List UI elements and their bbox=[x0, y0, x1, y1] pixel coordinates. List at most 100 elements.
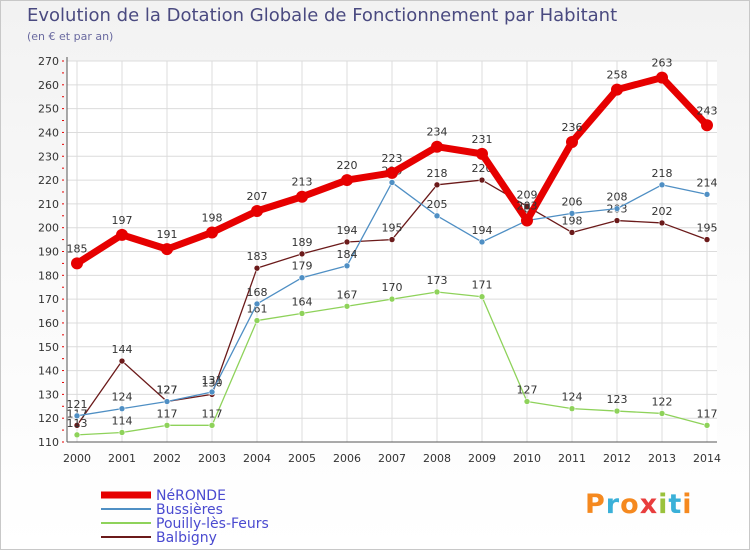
data-label: 121 bbox=[67, 398, 88, 411]
data-label: 127 bbox=[157, 384, 178, 397]
data-point bbox=[73, 431, 81, 439]
data-label: 220 bbox=[337, 159, 358, 172]
y-tick-label: 110 bbox=[38, 436, 59, 449]
y-tick-label: 270 bbox=[38, 55, 59, 68]
data-label: 223 bbox=[382, 152, 403, 165]
x-tick-label: 2010 bbox=[513, 452, 541, 465]
x-tick-label: 2014 bbox=[693, 452, 721, 465]
data-point bbox=[118, 357, 126, 365]
data-point bbox=[73, 422, 81, 429]
legend-label: Balbigny bbox=[156, 530, 217, 546]
x-tick-label: 2013 bbox=[648, 452, 676, 465]
data-label: 127 bbox=[517, 384, 538, 397]
data-label: 258 bbox=[607, 69, 628, 82]
data-label: 243 bbox=[697, 104, 718, 117]
data-label: 167 bbox=[337, 288, 358, 301]
data-point bbox=[658, 181, 666, 189]
data-point bbox=[433, 288, 441, 296]
data-point bbox=[568, 210, 576, 217]
data-label: 195 bbox=[382, 222, 403, 235]
data-point bbox=[298, 310, 306, 317]
data-label: 123 bbox=[607, 393, 628, 406]
data-label: 131 bbox=[202, 374, 223, 387]
data-point bbox=[521, 214, 533, 227]
data-point bbox=[163, 422, 171, 429]
data-point bbox=[478, 238, 486, 246]
y-tick-label: 180 bbox=[38, 269, 59, 282]
data-label: 206 bbox=[562, 195, 583, 208]
data-label: 113 bbox=[67, 417, 88, 430]
data-point bbox=[566, 135, 578, 148]
data-label: 122 bbox=[652, 395, 673, 408]
data-label: 198 bbox=[562, 214, 583, 227]
x-tick-label: 2009 bbox=[468, 452, 496, 465]
data-point bbox=[568, 405, 576, 412]
x-tick-label: 2007 bbox=[378, 452, 406, 465]
data-label: 161 bbox=[247, 303, 268, 316]
data-label: 208 bbox=[607, 191, 628, 204]
data-point bbox=[388, 295, 396, 303]
data-label: 234 bbox=[427, 126, 448, 139]
data-point bbox=[343, 262, 351, 270]
data-point bbox=[611, 83, 623, 96]
data-label: 195 bbox=[697, 222, 718, 235]
data-label: 231 bbox=[472, 133, 493, 146]
data-point bbox=[116, 228, 128, 241]
y-tick-label: 220 bbox=[38, 174, 59, 187]
data-label: 214 bbox=[697, 176, 718, 189]
x-tick-label: 2006 bbox=[333, 452, 361, 465]
y-tick-label: 240 bbox=[38, 126, 59, 139]
y-tick-label: 140 bbox=[38, 365, 59, 378]
data-point bbox=[523, 398, 531, 405]
data-label: 191 bbox=[157, 228, 178, 241]
data-point bbox=[251, 205, 263, 218]
data-label: 130 bbox=[202, 376, 223, 389]
data-point bbox=[386, 166, 398, 179]
logo-letter: i bbox=[658, 489, 669, 520]
data-point bbox=[476, 147, 488, 160]
legend-label: Bussières bbox=[156, 502, 223, 518]
x-tick-label: 2012 bbox=[603, 452, 631, 465]
data-point bbox=[163, 398, 171, 405]
data-label: 263 bbox=[652, 57, 673, 70]
logo-letter: P bbox=[585, 489, 606, 520]
data-point bbox=[701, 119, 713, 132]
logo-letter: i bbox=[682, 489, 693, 520]
data-point bbox=[388, 179, 396, 186]
data-label: 179 bbox=[292, 260, 313, 273]
data-point bbox=[253, 264, 261, 272]
data-label: 205 bbox=[427, 198, 448, 211]
data-label: 218 bbox=[652, 167, 673, 180]
data-point bbox=[613, 205, 621, 212]
data-point bbox=[253, 300, 261, 308]
data-label: 183 bbox=[247, 250, 268, 263]
data-point bbox=[343, 238, 351, 246]
data-point bbox=[703, 422, 711, 429]
data-label: 144 bbox=[112, 343, 133, 356]
x-tick-label: 2002 bbox=[153, 452, 181, 465]
data-label: 218 bbox=[427, 167, 448, 180]
data-label: 209 bbox=[517, 188, 538, 201]
data-point bbox=[208, 422, 216, 429]
data-label: 117 bbox=[202, 407, 223, 420]
data-label: 117 bbox=[157, 407, 178, 420]
data-point bbox=[341, 174, 353, 187]
data-point bbox=[613, 217, 621, 224]
data-label: 124 bbox=[112, 391, 133, 404]
data-label: 202 bbox=[652, 205, 673, 218]
data-label: 184 bbox=[337, 248, 358, 261]
data-point bbox=[478, 293, 486, 301]
x-tick-label: 2005 bbox=[288, 452, 316, 465]
data-label: 117 bbox=[697, 407, 718, 420]
logo-letter: t bbox=[668, 489, 683, 520]
data-label: 173 bbox=[427, 274, 448, 287]
y-tick-label: 260 bbox=[38, 79, 59, 92]
data-label: 185 bbox=[67, 242, 88, 255]
data-label: 207 bbox=[247, 190, 268, 203]
x-tick-label: 2008 bbox=[423, 452, 451, 465]
data-label: 203 bbox=[517, 200, 538, 213]
x-tick-label: 2001 bbox=[108, 452, 136, 465]
y-tick-label: 210 bbox=[38, 198, 59, 211]
data-point bbox=[656, 71, 668, 84]
